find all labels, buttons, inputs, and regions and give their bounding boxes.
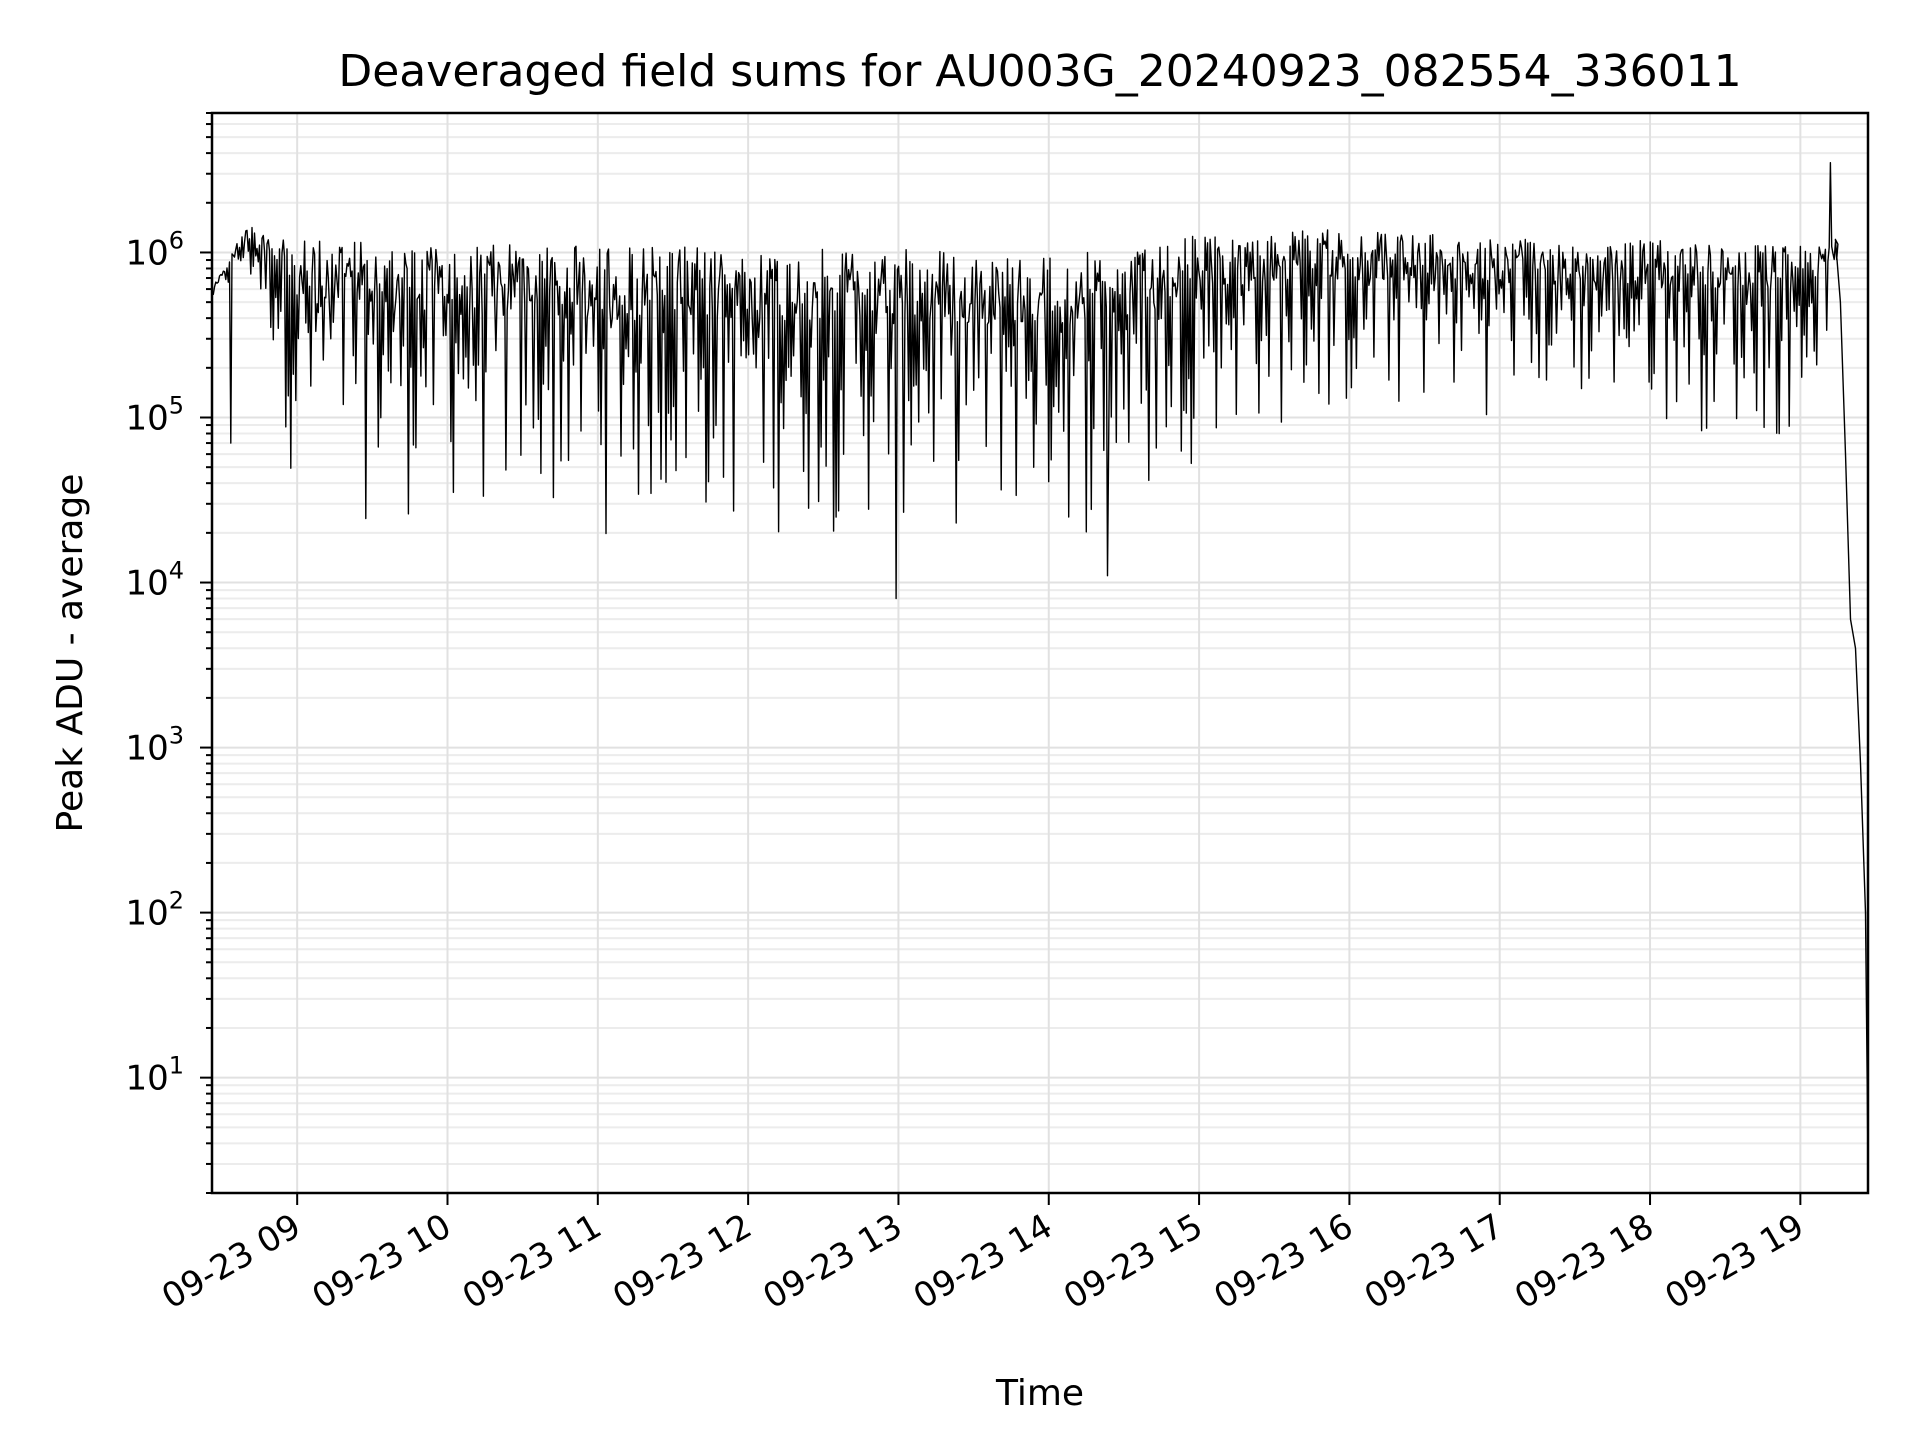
chart-title: Deaveraged field sums for AU003G_2024092… bbox=[338, 46, 1741, 97]
y-tick-label: 102 bbox=[125, 887, 184, 934]
y-tick-label: 104 bbox=[125, 557, 184, 604]
axis-ticks bbox=[200, 112, 1802, 1205]
y-tick-labels: 101 102 103 104 105 106 bbox=[125, 226, 184, 1098]
y-axis-label: Peak ADU - average bbox=[50, 474, 91, 833]
series-line bbox=[211, 162, 1869, 1164]
plot-frame bbox=[210, 111, 1870, 1195]
grid bbox=[212, 112, 1868, 1194]
y-tick-label: 105 bbox=[125, 392, 184, 439]
x-axis-label: Time bbox=[995, 1373, 1084, 1414]
y-tick-label: 106 bbox=[125, 226, 184, 273]
y-tick-label: 101 bbox=[125, 1052, 184, 1099]
y-tick-label: 103 bbox=[125, 722, 184, 769]
